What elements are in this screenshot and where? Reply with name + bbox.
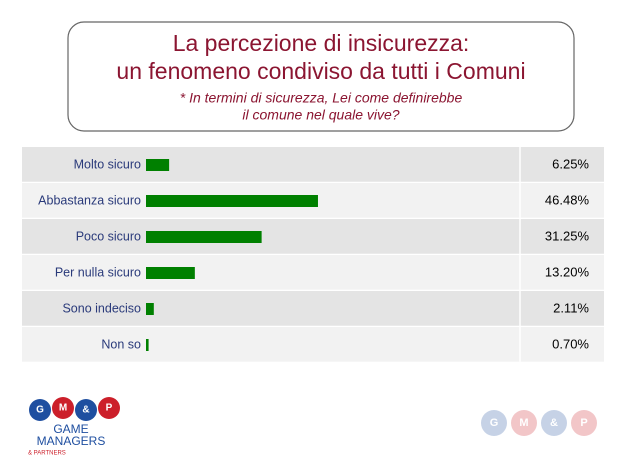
bar (146, 231, 262, 243)
value-label: 46.48% (545, 192, 590, 207)
logo-ball (571, 410, 597, 436)
logo-letter: M (519, 417, 528, 429)
value-label: 6.25% (552, 156, 589, 171)
row-bg (22, 291, 604, 326)
title-line: un fenomeno condiviso da tutti i Comuni (116, 58, 525, 84)
category-label: Per nulla sicuro (55, 265, 141, 279)
value-label: 13.20% (545, 264, 590, 279)
category-label: Molto sicuro (74, 157, 141, 171)
watermark-logo: G M & P (481, 410, 597, 436)
logo-ball (75, 399, 97, 421)
logo-ball (541, 410, 567, 436)
bar (146, 267, 195, 279)
category-label: Abbastanza sicuro (38, 193, 141, 207)
bar (146, 195, 318, 207)
bar (146, 339, 149, 351)
logo-name: GAME (53, 422, 88, 436)
value-label: 0.70% (552, 336, 589, 351)
subtitle-line: il comune nel quale vive? (242, 107, 399, 123)
bar (146, 159, 170, 171)
value-label: 2.11% (553, 300, 589, 315)
logo-name: MANAGERS (37, 434, 106, 448)
logo-ball (481, 410, 507, 436)
logo-ball (511, 410, 537, 436)
logo-letter: G (490, 417, 499, 429)
title-box (67, 21, 575, 132)
category-label: Sono indeciso (62, 301, 141, 315)
row-bg (22, 255, 604, 290)
logo-tagline: & PARTNERS (28, 451, 66, 457)
row-bg (22, 327, 604, 362)
title-line: La percezione di insicurezza: (173, 30, 470, 56)
logo-letter: M (59, 403, 67, 414)
logo-ball (52, 397, 74, 419)
row-bg (22, 219, 604, 254)
value-label: 31.25% (545, 228, 590, 243)
logo-ball (29, 399, 51, 421)
category-label: Poco sicuro (76, 229, 141, 243)
logo-letter: & (550, 417, 558, 429)
table: Molto sicuro 6.25% Abbastanza sicuro 46.48%… (22, 147, 604, 364)
logo-letter: P (580, 417, 587, 429)
logo-letter: G (36, 405, 44, 416)
logo-letter: & (82, 405, 89, 416)
logo-letter: P (106, 403, 113, 414)
row-bg (22, 147, 604, 182)
logo-ball (98, 397, 120, 419)
subtitle-line: * In termini di sicurezza, Lei come defi… (180, 90, 463, 106)
category-label: Non so (101, 337, 141, 351)
bar (146, 303, 154, 315)
